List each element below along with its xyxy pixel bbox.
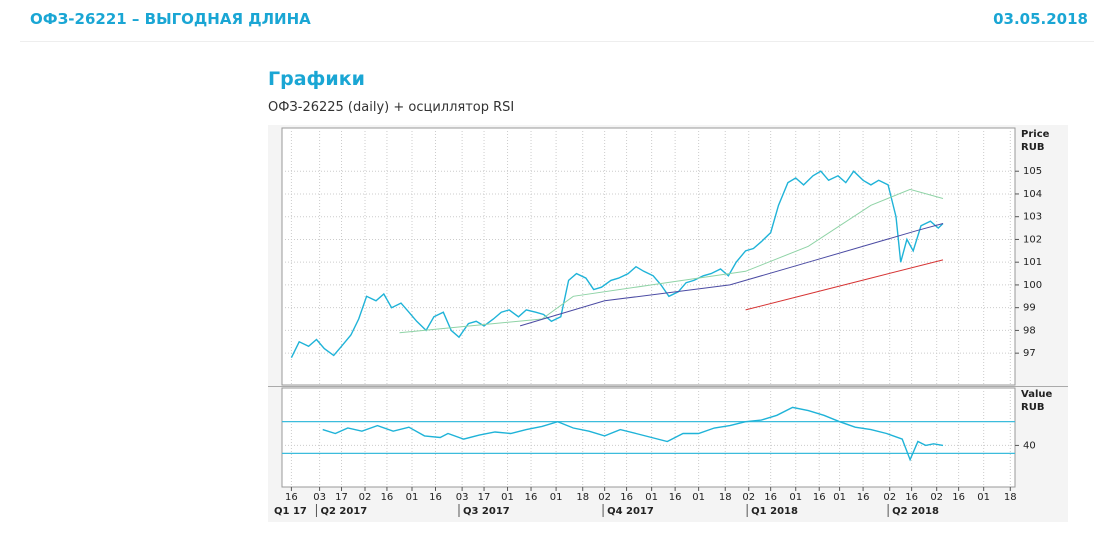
series-line <box>519 223 944 327</box>
series-line <box>322 406 944 462</box>
x-tick-label: 16 <box>669 492 682 503</box>
x-tick-label: 01 <box>550 492 563 503</box>
y-tick-label: 101 <box>1023 257 1042 268</box>
y-tick-label: 100 <box>1023 280 1042 291</box>
x-tick-label: 18 <box>719 492 732 503</box>
x-tick-label: 16 <box>620 492 633 503</box>
x-tick-label: 18 <box>576 492 589 503</box>
chart: 97 98 99 100 101 102 103 104 105 Price RUB 40 Value R… <box>268 125 1068 522</box>
y-tick-label: 97 <box>1023 348 1036 359</box>
y-tick-label: 103 <box>1023 212 1042 223</box>
series-line <box>290 170 944 359</box>
x-tick-label: 16 <box>381 492 394 503</box>
x-tick-label: 16 <box>429 492 442 503</box>
rsi-panel <box>281 387 1016 488</box>
series-line <box>745 259 944 311</box>
y-axis-label: Value <box>1021 389 1052 400</box>
x-tick-label: 16 <box>525 492 538 503</box>
x-tick-label: 17 <box>478 492 491 503</box>
y-axis-unit: RUB <box>1021 142 1044 153</box>
section-title: Графики <box>268 68 365 90</box>
x-tick-label: 17 <box>335 492 348 503</box>
quarter-label: Q1 17 <box>274 506 307 517</box>
x-tick-label: 01 <box>406 492 419 503</box>
x-tick-label: 01 <box>692 492 705 503</box>
x-tick-label: 01 <box>977 492 990 503</box>
x-tick-label: 01 <box>789 492 802 503</box>
y-axis-unit: RUB <box>1021 402 1044 413</box>
x-tick-label: 02 <box>930 492 943 503</box>
quarter-label: Q3 2017 <box>463 506 510 517</box>
x-tick-label: 01 <box>833 492 846 503</box>
chart-subtitle: ОФЗ-26225 (daily) + осциллятор RSI <box>268 100 515 115</box>
x-tick-label: 01 <box>501 492 514 503</box>
x-tick-label: 16 <box>952 492 965 503</box>
x-tick-label: 01 <box>645 492 658 503</box>
x-tick-label: 02 <box>359 492 372 503</box>
quarter-label: Q2 2017 <box>320 506 367 517</box>
page-date: 03.05.2018 <box>993 10 1088 28</box>
divider <box>20 41 1094 42</box>
x-tick-label: 16 <box>857 492 870 503</box>
price-panel <box>281 127 1016 386</box>
quarter-label: Q2 2018 <box>892 506 939 517</box>
x-tick-label: 03 <box>456 492 469 503</box>
x-tick-label: 02 <box>742 492 755 503</box>
quarter-label: Q4 2017 <box>607 506 654 517</box>
quarter-label: Q1 2018 <box>751 506 798 517</box>
x-tick-label: 03 <box>313 492 326 503</box>
page-title: ОФЗ-26221 – ВЫГОДНАЯ ДЛИНА <box>30 10 311 28</box>
x-tick-label: 16 <box>813 492 826 503</box>
x-tick-label: 16 <box>764 492 777 503</box>
x-tick-label: 02 <box>883 492 896 503</box>
x-tick-label: 16 <box>285 492 298 503</box>
y-tick-label: 40 <box>1023 440 1036 451</box>
series-line <box>399 188 944 334</box>
y-tick-label: 102 <box>1023 234 1042 245</box>
y-tick-label: 105 <box>1023 166 1042 177</box>
x-tick-label: 18 <box>1004 492 1017 503</box>
y-tick-label: 104 <box>1023 189 1042 200</box>
y-axis-label: Price <box>1021 129 1050 140</box>
x-tick-label: 16 <box>905 492 918 503</box>
x-tick-label: 02 <box>598 492 611 503</box>
y-tick-label: 99 <box>1023 303 1036 314</box>
y-tick-label: 98 <box>1023 325 1036 336</box>
